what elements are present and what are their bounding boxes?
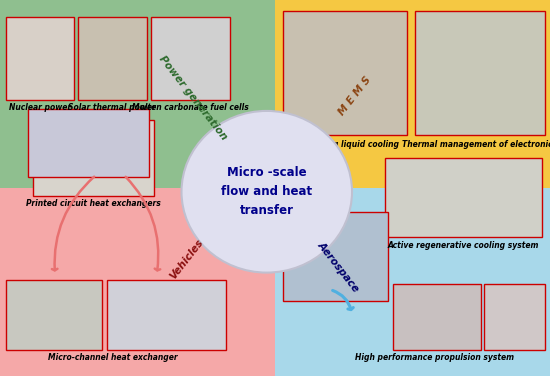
Bar	[33, 120, 154, 196]
Bar	[275, 188, 550, 376]
Bar	[0, 0, 275, 188]
Bar	[0, 188, 275, 376]
Text: Nuclear power: Nuclear power	[9, 103, 70, 112]
Ellipse shape	[182, 111, 352, 273]
Bar	[385, 158, 542, 237]
Bar	[283, 11, 407, 135]
Text: Thermal management of electronics: Thermal management of electronics	[402, 140, 550, 149]
Text: Solar thermal power: Solar thermal power	[68, 103, 156, 112]
Text: High performance propulsion system: High performance propulsion system	[355, 353, 514, 362]
Text: Micro -scale
flow and heat
transfer: Micro -scale flow and heat transfer	[221, 166, 312, 217]
Bar	[275, 0, 550, 188]
Text: Molten carbonate fuel cells: Molten carbonate fuel cells	[133, 103, 249, 112]
Text: Micro-channel heat exchanger: Micro-channel heat exchanger	[48, 353, 178, 362]
Text: Printed circuit heat exchangers: Printed circuit heat exchangers	[26, 199, 161, 208]
Bar	[151, 17, 230, 100]
Bar	[283, 212, 388, 301]
Text: M E M S: M E M S	[337, 74, 373, 117]
Bar	[415, 11, 544, 135]
Text: Power generation: Power generation	[157, 54, 228, 142]
Bar	[484, 284, 544, 350]
Bar	[6, 280, 102, 350]
Text: Vehicles: Vehicles	[168, 238, 206, 281]
Bar	[28, 109, 148, 177]
Bar	[78, 17, 147, 100]
Text: Active regenerative cooling system: Active regenerative cooling system	[388, 241, 540, 250]
Bar	[107, 280, 226, 350]
Bar	[393, 284, 481, 350]
Text: Aerospace: Aerospace	[316, 240, 361, 294]
Bar	[6, 17, 74, 100]
Text: Embedding liquid cooling: Embedding liquid cooling	[290, 140, 399, 149]
